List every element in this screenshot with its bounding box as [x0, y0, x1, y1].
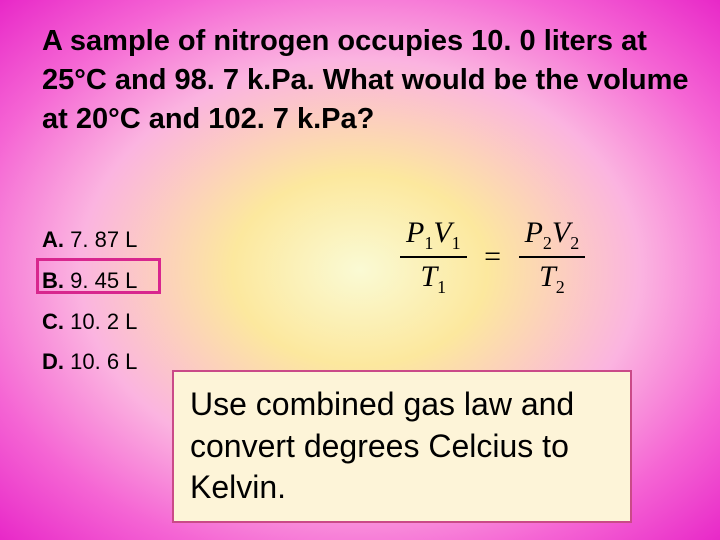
formula-equals: =	[484, 240, 501, 274]
formula-v1-var: V	[433, 216, 451, 249]
formula-t2-var: T	[539, 260, 556, 293]
option-c-text: 10. 2 L	[70, 309, 137, 334]
formula-left-fraction: P1V1 T1	[400, 216, 467, 298]
formula-left-numerator: P1V1	[400, 216, 467, 258]
option-b: B. 9. 45 L	[42, 266, 137, 297]
option-d-letter: D.	[42, 349, 64, 374]
hint-box: Use combined gas law and convert degrees…	[172, 370, 632, 523]
option-d-text: 10. 6 L	[70, 349, 137, 374]
formula-t1-sub: 1	[437, 277, 446, 297]
option-b-letter: B.	[42, 268, 64, 293]
formula-t2-sub: 2	[556, 277, 565, 297]
combined-gas-law-formula: P1V1 T1 = P2V2 T2	[400, 216, 585, 298]
option-d: D. 10. 6 L	[42, 347, 137, 378]
option-a-text: 7. 87 L	[70, 227, 137, 252]
formula-right-numerator: P2V2	[519, 216, 586, 258]
formula-p2-sub: 2	[543, 233, 552, 253]
formula-p2-var: P	[525, 216, 543, 249]
formula-v2-sub: 2	[570, 233, 579, 253]
option-a: A. 7. 87 L	[42, 225, 137, 256]
formula-right-fraction: P2V2 T2	[519, 216, 586, 298]
formula-v2-var: V	[552, 216, 570, 249]
formula-p1-sub: 1	[424, 233, 433, 253]
option-c: C. 10. 2 L	[42, 307, 137, 338]
formula-v1-sub: 1	[452, 233, 461, 253]
formula-right-denominator: T2	[519, 258, 586, 298]
option-b-text: 9. 45 L	[70, 268, 137, 293]
options-list: A. 7. 87 L B. 9. 45 L C. 10. 2 L D. 10. …	[42, 225, 137, 388]
formula-t1-var: T	[420, 260, 437, 293]
formula-p1-var: P	[406, 216, 424, 249]
option-c-letter: C.	[42, 309, 64, 334]
hint-text: Use combined gas law and convert degrees…	[190, 386, 574, 505]
option-a-letter: A.	[42, 227, 64, 252]
question-text: A sample of nitrogen occupies 10. 0 lite…	[42, 22, 690, 139]
formula-left-denominator: T1	[400, 258, 467, 298]
